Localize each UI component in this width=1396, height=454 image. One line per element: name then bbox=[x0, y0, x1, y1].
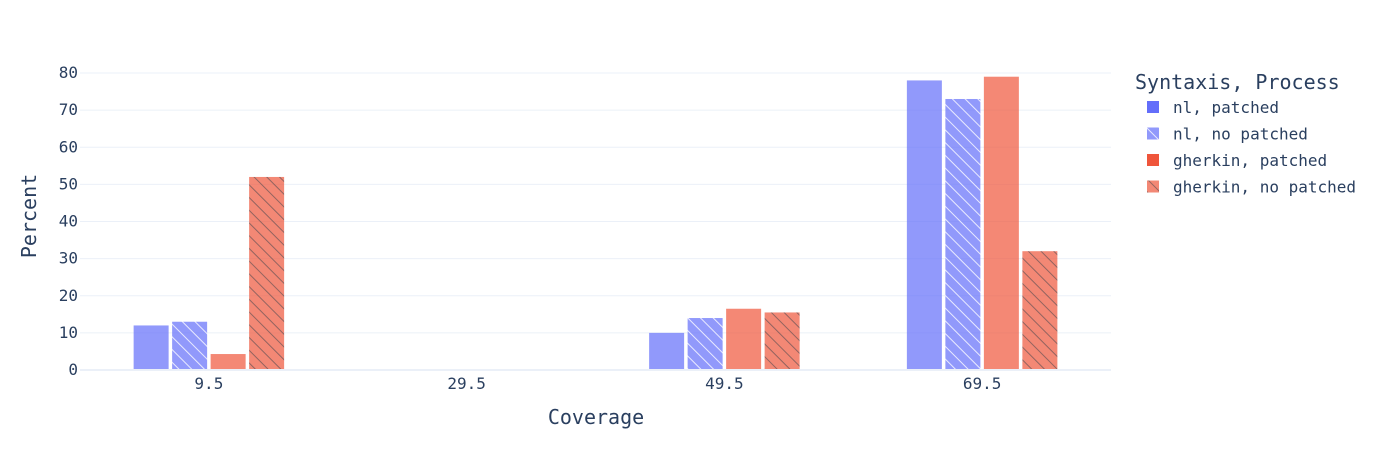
x-tick-label: 9.5 bbox=[194, 374, 223, 393]
x-tick-label: 29.5 bbox=[447, 374, 486, 393]
y-tick-label: 50 bbox=[59, 174, 78, 193]
legend-swatch[interactable] bbox=[1147, 101, 1159, 113]
y-tick-label: 0 bbox=[68, 360, 78, 379]
bar bbox=[945, 98, 981, 371]
bar bbox=[1022, 251, 1058, 370]
bar bbox=[906, 80, 942, 371]
x-tick-label: 69.5 bbox=[963, 374, 1002, 393]
bar bbox=[726, 308, 762, 370]
legend-swatch[interactable] bbox=[1147, 127, 1159, 140]
y-tick-label: 70 bbox=[59, 100, 78, 119]
bar bbox=[649, 332, 685, 370]
axes: 0 10 20 30 40 50 60 70 80 9.5 29.5 49.5 69.5 bbox=[59, 63, 1111, 393]
y-tick-label: 10 bbox=[59, 323, 78, 342]
x-tick-label: 49.5 bbox=[705, 374, 744, 393]
legend-item-label[interactable]: gherkin, patched bbox=[1173, 151, 1327, 170]
legend-item-label[interactable]: nl, no patched bbox=[1173, 125, 1308, 144]
legend-title: Syntaxis, Process bbox=[1135, 70, 1340, 94]
bars bbox=[133, 76, 1058, 371]
y-axis-title: Percent bbox=[17, 174, 41, 258]
y-tick-label: 40 bbox=[59, 212, 78, 231]
legend-item-label[interactable]: nl, patched bbox=[1173, 98, 1279, 117]
x-axis-title: Coverage bbox=[548, 405, 644, 429]
y-tick-label: 60 bbox=[59, 137, 78, 156]
legend-item-label[interactable]: gherkin, no patched bbox=[1173, 178, 1356, 197]
bar bbox=[687, 318, 723, 370]
legend-swatch[interactable] bbox=[1147, 180, 1159, 193]
bar bbox=[764, 312, 800, 370]
bar bbox=[133, 325, 169, 370]
legend-swatch[interactable] bbox=[1147, 154, 1159, 166]
bar bbox=[172, 321, 208, 370]
bar bbox=[210, 354, 246, 370]
legend: nl, patched nl, no patched gherkin, patche… bbox=[1147, 98, 1356, 197]
bar bbox=[983, 76, 1019, 371]
y-tick-label: 20 bbox=[59, 286, 78, 305]
bar bbox=[249, 176, 285, 370]
y-tick-label: 80 bbox=[59, 63, 78, 82]
y-tick-label: 30 bbox=[59, 249, 78, 268]
